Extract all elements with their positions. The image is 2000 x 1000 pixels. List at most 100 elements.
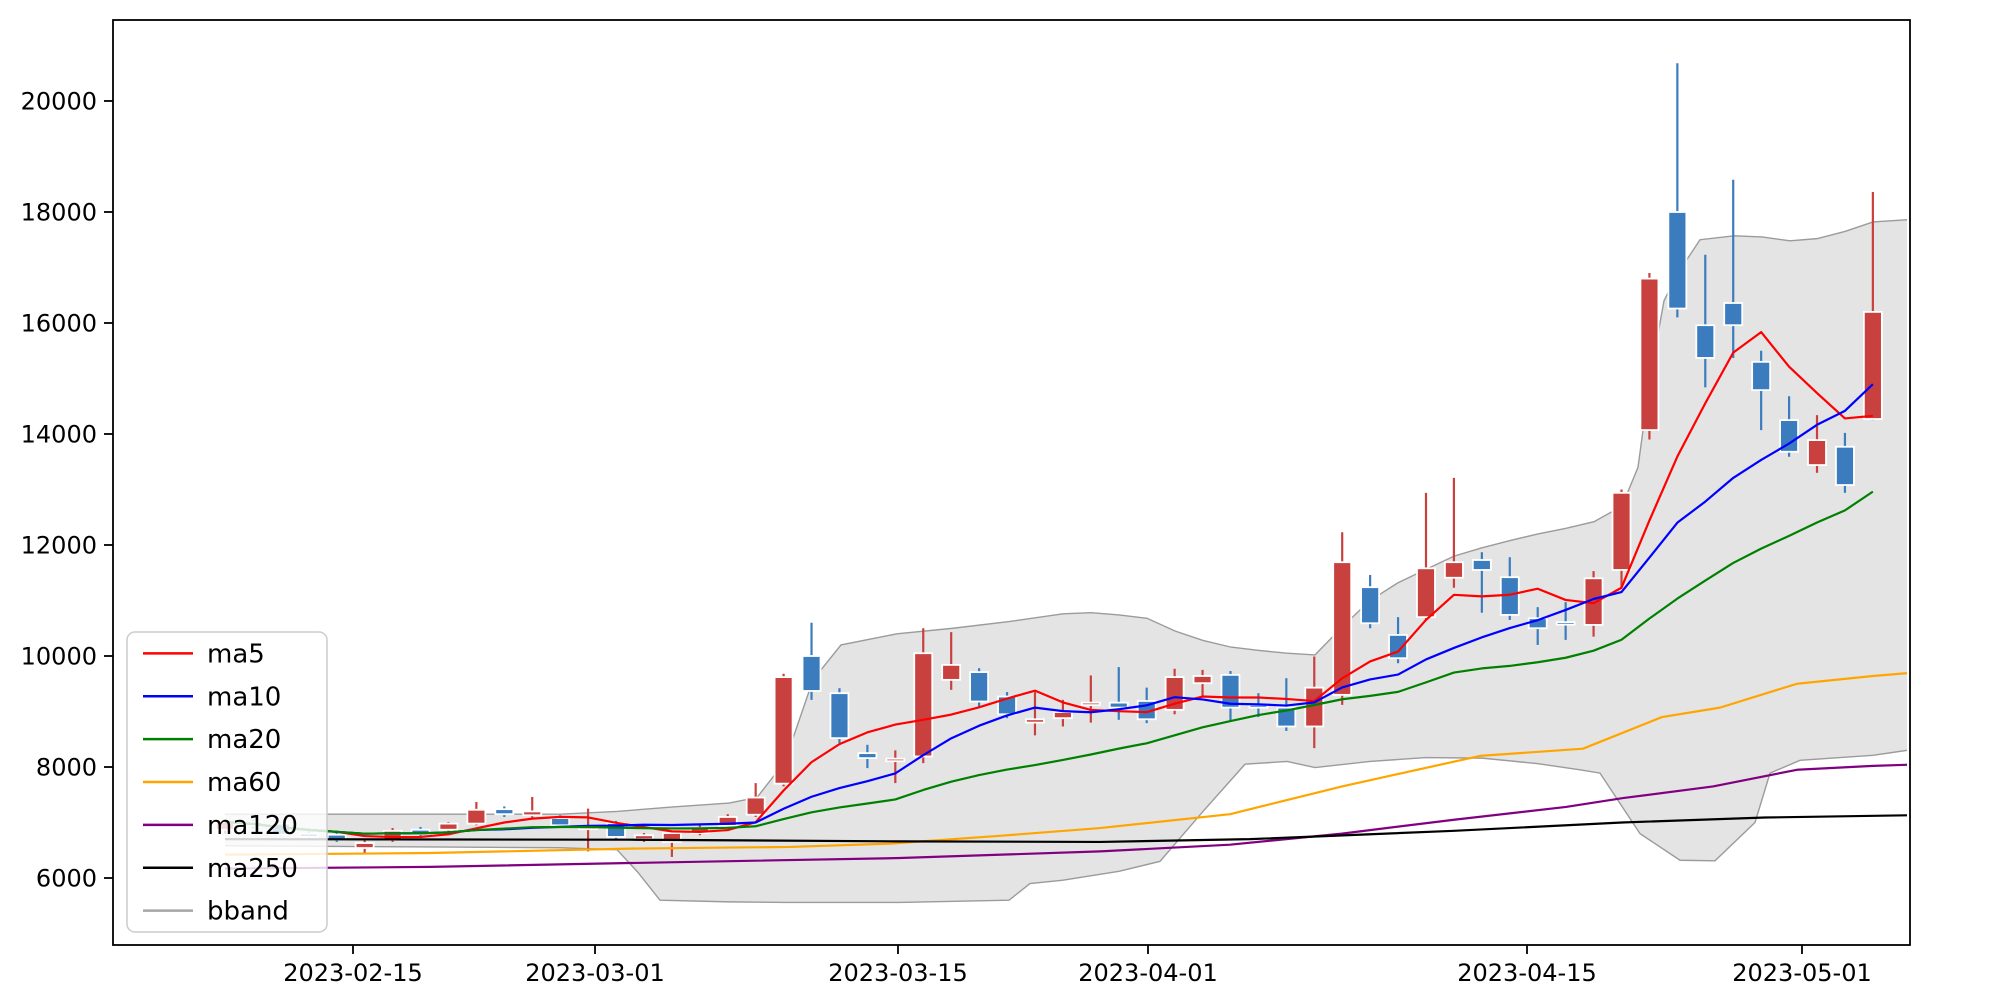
- candle: [1667, 63, 1688, 318]
- candle: [1779, 396, 1799, 457]
- candle-body: [857, 752, 878, 760]
- candle: [885, 750, 906, 784]
- candle-body: [829, 692, 850, 740]
- candle-body: [550, 817, 571, 827]
- y-tick-label: 18000: [21, 198, 97, 226]
- ma250-line: [224, 814, 1908, 844]
- candle: [1080, 675, 1101, 723]
- legend-label-ma120: ma120: [207, 811, 298, 841]
- candle-body: [1667, 211, 1688, 310]
- candle: [1639, 273, 1660, 440]
- legend: ma5 ma10 ma20 ma60 ma120 ma250 bband: [126, 631, 328, 933]
- candle-body: [494, 808, 515, 816]
- candle: [661, 830, 682, 857]
- x-tick-label: 2023-05-01: [1732, 959, 1871, 987]
- legend-label-bband: bband: [207, 897, 289, 927]
- candle: [494, 806, 515, 817]
- candle: [1220, 670, 1241, 721]
- candle-body: [969, 671, 990, 703]
- x-tick-label: 2023-02-15: [283, 959, 422, 987]
- candle: [1751, 350, 1772, 431]
- y-tick-label: 12000: [21, 531, 97, 559]
- candle-body: [1835, 445, 1855, 486]
- candle-body: [354, 842, 375, 849]
- candle-body: [466, 808, 487, 825]
- candle: [1471, 552, 1492, 613]
- candle: [326, 832, 347, 842]
- candle: [1444, 477, 1464, 588]
- candle: [801, 622, 822, 700]
- candle: [1025, 692, 1045, 736]
- x-tick-label: 2023-03-01: [525, 959, 664, 987]
- candle: [1360, 574, 1381, 629]
- candle: [1416, 492, 1436, 620]
- candle: [354, 839, 375, 854]
- candle: [857, 744, 878, 769]
- candle: [438, 821, 459, 833]
- candle: [745, 783, 766, 817]
- candle: [1332, 532, 1353, 705]
- candle: [1611, 489, 1632, 588]
- candle-body: [1723, 302, 1744, 327]
- candle-body: [438, 822, 459, 831]
- candle: [522, 796, 543, 818]
- legend-label-ma5: ma5: [207, 640, 265, 670]
- y-tick-label: 10000: [21, 642, 97, 670]
- y-tick-label: 8000: [36, 753, 97, 781]
- candle-body: [1360, 586, 1381, 625]
- bollinger-band-fill: [225, 219, 1907, 903]
- candle-body: [913, 652, 934, 758]
- candle-body: [1053, 711, 1073, 720]
- axes: 6000 8000 10000 12000 14000 16000 18000 20000 20…: [21, 19, 1911, 987]
- candle-body: [634, 834, 654, 841]
- y-tick-label: 6000: [36, 864, 97, 892]
- legend-label-ma10: ma10: [207, 682, 281, 712]
- x-tick-label: 2023-04-01: [1078, 959, 1217, 987]
- candle: [1723, 179, 1744, 358]
- candle-body: [1108, 701, 1129, 709]
- y-tick-label: 20000: [21, 87, 97, 115]
- candle-body: [885, 757, 906, 763]
- candle-body: [1862, 310, 1883, 420]
- candle-body: [1695, 324, 1716, 359]
- y-tick-label: 16000: [21, 309, 97, 337]
- ma5-line: [224, 330, 1873, 839]
- candle: [1192, 669, 1213, 697]
- y-tick-label: 14000: [21, 420, 97, 448]
- candle-body: [1416, 567, 1436, 619]
- candles: [215, 63, 1883, 857]
- legend-box: [126, 631, 328, 933]
- candle-body: [661, 832, 682, 843]
- candle-body: [1807, 439, 1827, 466]
- bollinger-lower-edge: [224, 749, 1908, 904]
- candle-body: [522, 810, 543, 817]
- candle-body: [1555, 621, 1576, 626]
- ma120-line: [224, 763, 1908, 870]
- candle: [829, 688, 850, 744]
- candle-body: [773, 676, 794, 785]
- candle-body: [801, 655, 822, 692]
- candle: [969, 668, 990, 707]
- candle-body: [941, 663, 962, 681]
- candle-body: [1025, 718, 1045, 724]
- candle-body: [1192, 675, 1213, 685]
- ma60-line: [224, 672, 1908, 856]
- candle: [466, 801, 487, 826]
- candle: [1835, 432, 1855, 493]
- legend-label-ma250: ma250: [207, 854, 298, 884]
- candle: [773, 673, 794, 787]
- candle: [1695, 254, 1716, 388]
- candle-body: [1220, 673, 1241, 709]
- candle: [1807, 415, 1827, 473]
- x-tick-label: 2023-04-15: [1457, 959, 1596, 987]
- legend-label-ma20: ma20: [207, 725, 281, 755]
- candle-body: [1751, 360, 1772, 392]
- candle: [941, 632, 962, 690]
- legend-label-ma60: ma60: [207, 768, 281, 798]
- x-tick-label: 2023-03-15: [828, 959, 967, 987]
- candle-body: [1080, 701, 1101, 707]
- candle-body: [1639, 277, 1660, 432]
- candle-body: [1779, 419, 1799, 453]
